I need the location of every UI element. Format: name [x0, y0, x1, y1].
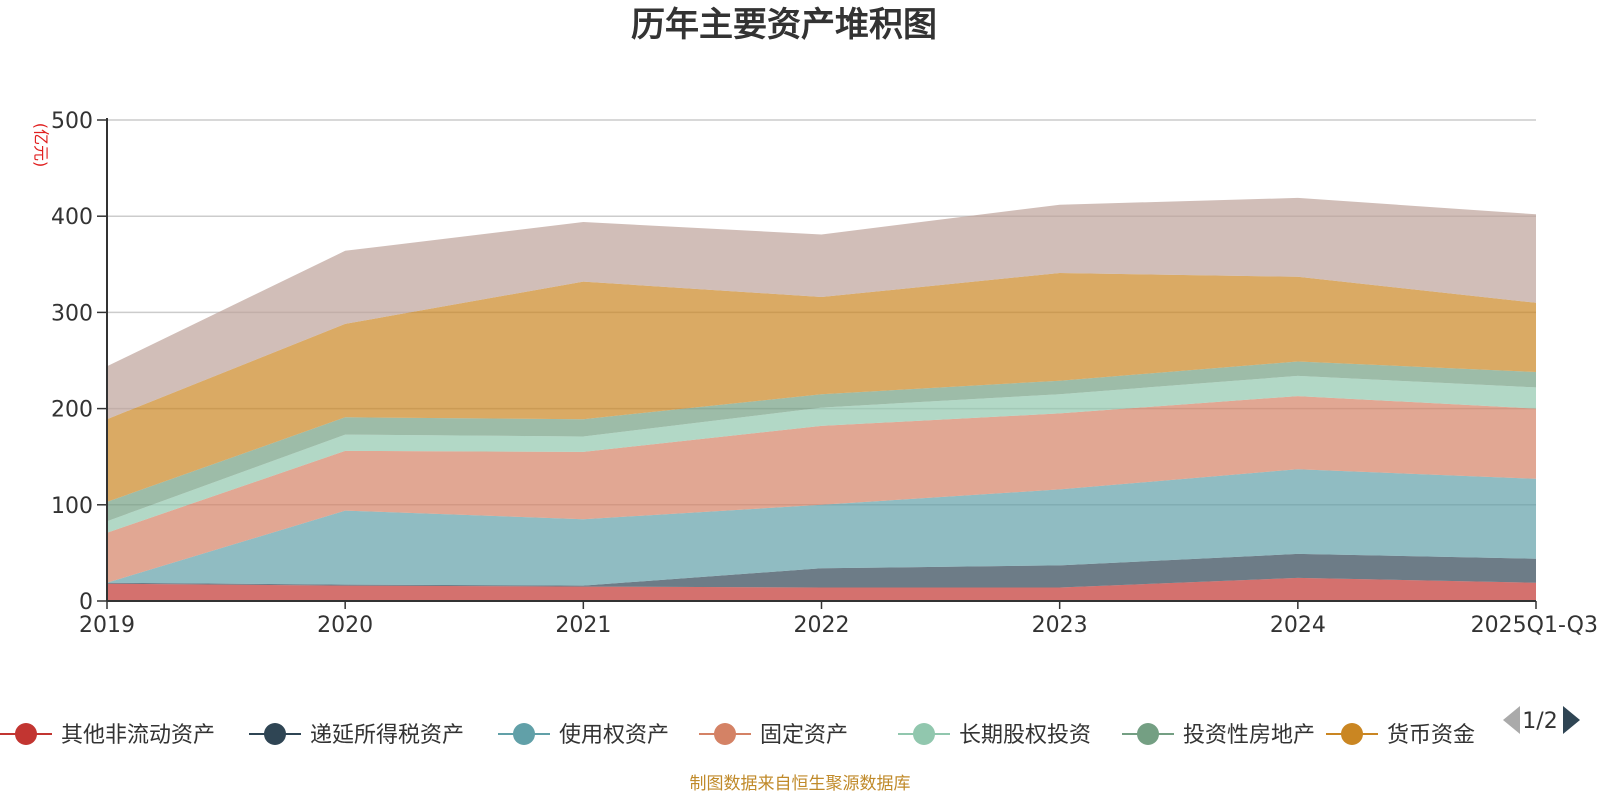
area-series-5 [107, 361, 1536, 522]
y-axis-unit: (亿元) [32, 123, 51, 168]
legend-page-indicator: 1/2 [1522, 709, 1557, 734]
y-tick-label: 300 [51, 301, 93, 326]
x-tick-label: 2025Q1-Q3 [1471, 613, 1598, 638]
y-tick-label: 0 [79, 590, 93, 615]
area-series-3 [107, 396, 1536, 583]
legend-marker-icon [714, 723, 736, 745]
triangle-right-icon[interactable] [1563, 706, 1580, 734]
y-tick-label: 200 [51, 398, 93, 423]
legend-label: 固定资产 [760, 723, 848, 748]
area-series-1 [107, 553, 1536, 588]
legend-label: 递延所得税资产 [310, 723, 464, 748]
x-tick-label: 2023 [1032, 613, 1088, 638]
x-tick-label: 2020 [317, 613, 373, 638]
y-tick-label: 100 [51, 494, 93, 519]
legend-marker-icon [1341, 723, 1363, 745]
x-tick-label: 2019 [79, 613, 135, 638]
legend-label: 投资性房地产 [1183, 723, 1315, 748]
area-series-2 [107, 469, 1536, 586]
legend-marker-icon [15, 723, 37, 745]
area-series-6 [107, 273, 1536, 502]
area-series [107, 197, 1536, 601]
legend-label: 长期股权投资 [959, 723, 1091, 748]
axes: 0 100 200 300 400 500 2019 2020 2021 2022 2023 2024… [51, 109, 1598, 638]
legend-label: 货币资金 [1387, 723, 1475, 748]
x-tick-label: 2021 [555, 613, 611, 638]
area-series-4 [107, 375, 1536, 533]
legend-marker-icon [1137, 723, 1159, 745]
legend-label: 其他非流动资产 [61, 723, 215, 748]
chart-title: 历年主要资产堆积图 [631, 5, 937, 45]
legend: 其他非流动资产 递延所得税资产 使用权资产 固定资产 长期股权投资 投资性房地产 货币资金 [0, 723, 1475, 748]
data-source-note: 制图数据来自恒生聚源数据库 [690, 774, 911, 794]
legend-item[interactable]: 递延所得税资产 [249, 723, 464, 748]
x-tick-label: 2022 [794, 613, 850, 638]
legend-item[interactable]: 其他非流动资产 [0, 723, 215, 748]
legend-item[interactable]: 货币资金 [1326, 723, 1475, 748]
triangle-left-icon[interactable] [1503, 706, 1520, 734]
y-tick-label: 500 [51, 109, 93, 134]
legend-item[interactable]: 使用权资产 [498, 723, 669, 748]
legend-item[interactable]: 投资性房地产 [1122, 723, 1315, 748]
area-series-7 [107, 197, 1536, 420]
legend-marker-icon [264, 723, 286, 745]
legend-label: 使用权资产 [559, 723, 669, 748]
x-tick-label: 2024 [1270, 613, 1326, 638]
legend-pager: 1/2 [1503, 706, 1580, 734]
legend-marker-icon [513, 723, 535, 745]
y-tick-label: 400 [51, 205, 93, 230]
area-series-0 [107, 577, 1536, 601]
legend-item[interactable]: 长期股权投资 [898, 723, 1091, 748]
legend-marker-icon [913, 723, 935, 745]
legend-item[interactable]: 固定资产 [699, 723, 848, 748]
